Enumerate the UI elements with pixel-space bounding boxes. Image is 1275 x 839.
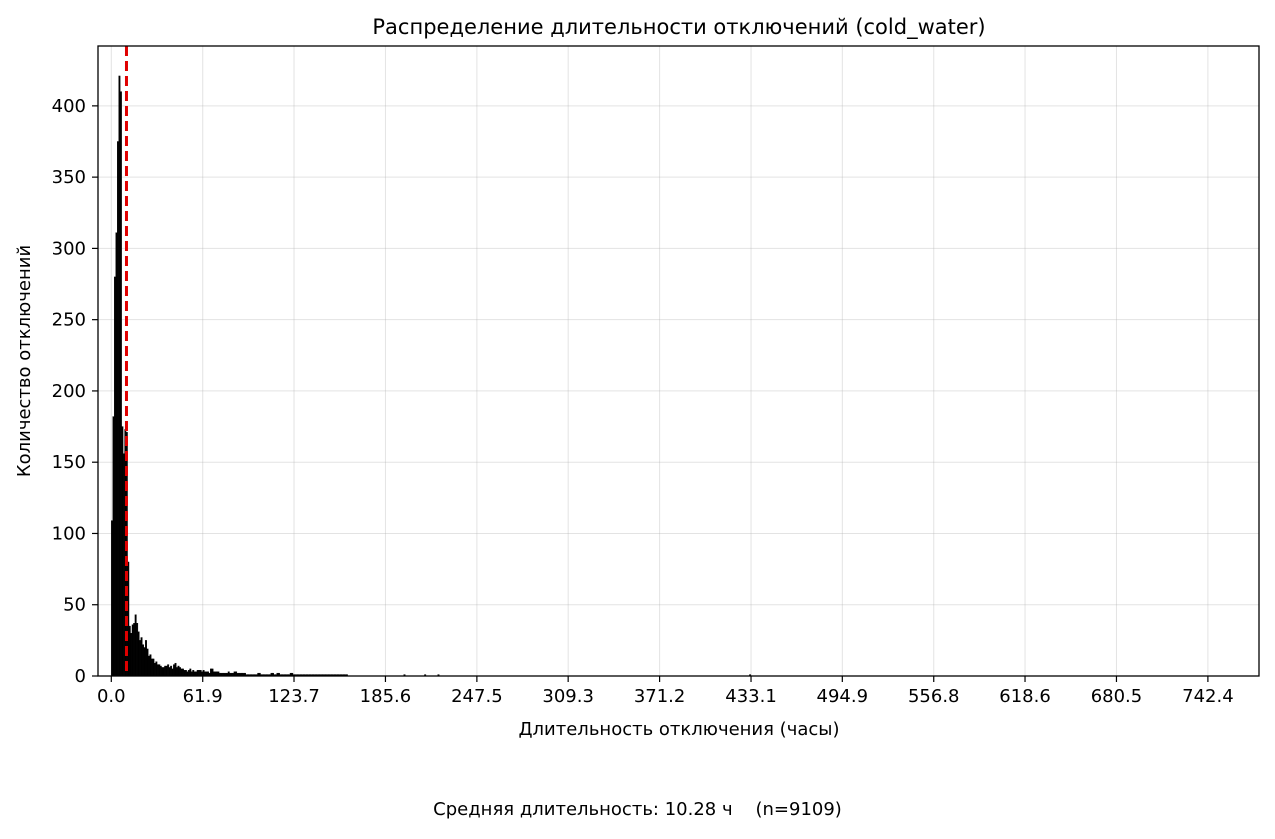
x-tick-label: 494.9 [817, 686, 869, 707]
histogram-bar [198, 670, 201, 677]
histogram-bar [130, 633, 133, 677]
mean-duration-caption: Средняя длительность: 10.28 ч (n=9109) [433, 799, 842, 820]
histogram-bar [149, 654, 152, 677]
histogram-bar [150, 658, 153, 677]
histogram-bar [202, 670, 205, 677]
histogram-bar [148, 655, 150, 677]
y-tick-label: 200 [52, 381, 86, 402]
histogram-bar [161, 667, 164, 677]
x-tick-label: 742.4 [1182, 686, 1234, 707]
x-tick-label: 0.0 [97, 686, 126, 707]
x-tick-label: 371.2 [634, 686, 686, 707]
histogram-bar [121, 426, 124, 677]
histogram-bar [156, 664, 159, 677]
histogram-bar [145, 640, 147, 677]
histogram-bar [131, 624, 134, 677]
y-tick-label: 400 [52, 96, 86, 117]
y-tick-label: 300 [52, 238, 86, 259]
histogram-bar [180, 668, 183, 677]
histogram-bar [171, 668, 174, 677]
histogram-bar [164, 665, 167, 677]
histogram-bar [184, 670, 187, 677]
histogram-bar [115, 232, 118, 677]
y-tick-label: 250 [52, 310, 86, 331]
x-tick-label: 618.6 [999, 686, 1051, 707]
y-tick-label: 100 [52, 523, 86, 544]
histogram-bar [179, 667, 181, 677]
histogram-bar [122, 453, 125, 677]
y-axis-ticks: 0 50 100 150 200 250 300 350 400 [52, 96, 98, 687]
x-tick-label: 680.5 [1091, 686, 1143, 707]
histogram-bars [111, 75, 752, 677]
histogram-bar [139, 640, 142, 677]
histogram-bar [152, 658, 155, 677]
histogram-bar [112, 416, 115, 677]
histogram-bar [136, 623, 139, 677]
histogram-bar [142, 644, 144, 677]
x-tick-label: 123.7 [268, 686, 320, 707]
histogram-bar [134, 614, 137, 677]
histogram-bar [173, 664, 176, 677]
histogram-bar [159, 665, 162, 677]
chart-title: Распределение длительности отключений (c… [372, 15, 985, 40]
histogram-bar [199, 670, 202, 677]
histogram-bar [192, 670, 195, 677]
x-tick-label: 433.1 [725, 686, 777, 707]
histogram-bar [155, 661, 158, 677]
x-tick-label: 556.8 [908, 686, 960, 707]
histogram-bar [119, 91, 122, 677]
histogram-bar [181, 668, 184, 677]
x-tick-label: 247.5 [451, 686, 503, 707]
gridlines [98, 46, 1259, 677]
histogram-bar [137, 631, 140, 677]
x-tick-label: 185.6 [360, 686, 412, 707]
x-tick-label: 61.9 [183, 686, 223, 707]
y-tick-label: 350 [52, 167, 86, 188]
plot-frame [97, 45, 1260, 677]
y-tick-label: 0 [75, 666, 86, 687]
histogram-bar [211, 668, 214, 677]
histogram-bar [177, 665, 180, 677]
histogram-bar [187, 670, 190, 677]
histogram-bar [170, 665, 173, 677]
histogram-bar [128, 625, 131, 677]
histogram-bar [167, 664, 170, 677]
histogram-bar [174, 662, 177, 677]
x-axis-label: Длительность отключения (часы) [518, 719, 839, 740]
x-axis-ticks: 0.0 61.9 123.7 185.6 247.5 309.3 371.2 433.1 494… [97, 676, 1234, 707]
histogram-bar [176, 667, 178, 677]
histogram-bar [153, 662, 156, 677]
y-tick-label: 150 [52, 452, 86, 473]
histogram-bar [189, 668, 192, 677]
histogram-bar [168, 667, 171, 677]
histogram-bar [162, 667, 165, 677]
histogram-bar [114, 276, 116, 677]
y-tick-label: 50 [63, 595, 86, 616]
y-axis-label: Количество отключений [14, 245, 35, 477]
histogram-bar [143, 647, 146, 677]
histogram-bar [165, 665, 168, 677]
histogram-bar [118, 75, 121, 677]
histogram-bar [183, 670, 186, 677]
histogram-bar [158, 664, 161, 677]
histogram-bar [133, 623, 136, 677]
histogram-bar [140, 637, 143, 677]
histogram-bar [196, 670, 199, 677]
histogram-bar [210, 668, 212, 677]
histogram-bar [111, 520, 113, 677]
histogram-bar [146, 648, 149, 677]
histogram-bar [117, 141, 119, 677]
x-tick-label: 309.3 [542, 686, 594, 707]
